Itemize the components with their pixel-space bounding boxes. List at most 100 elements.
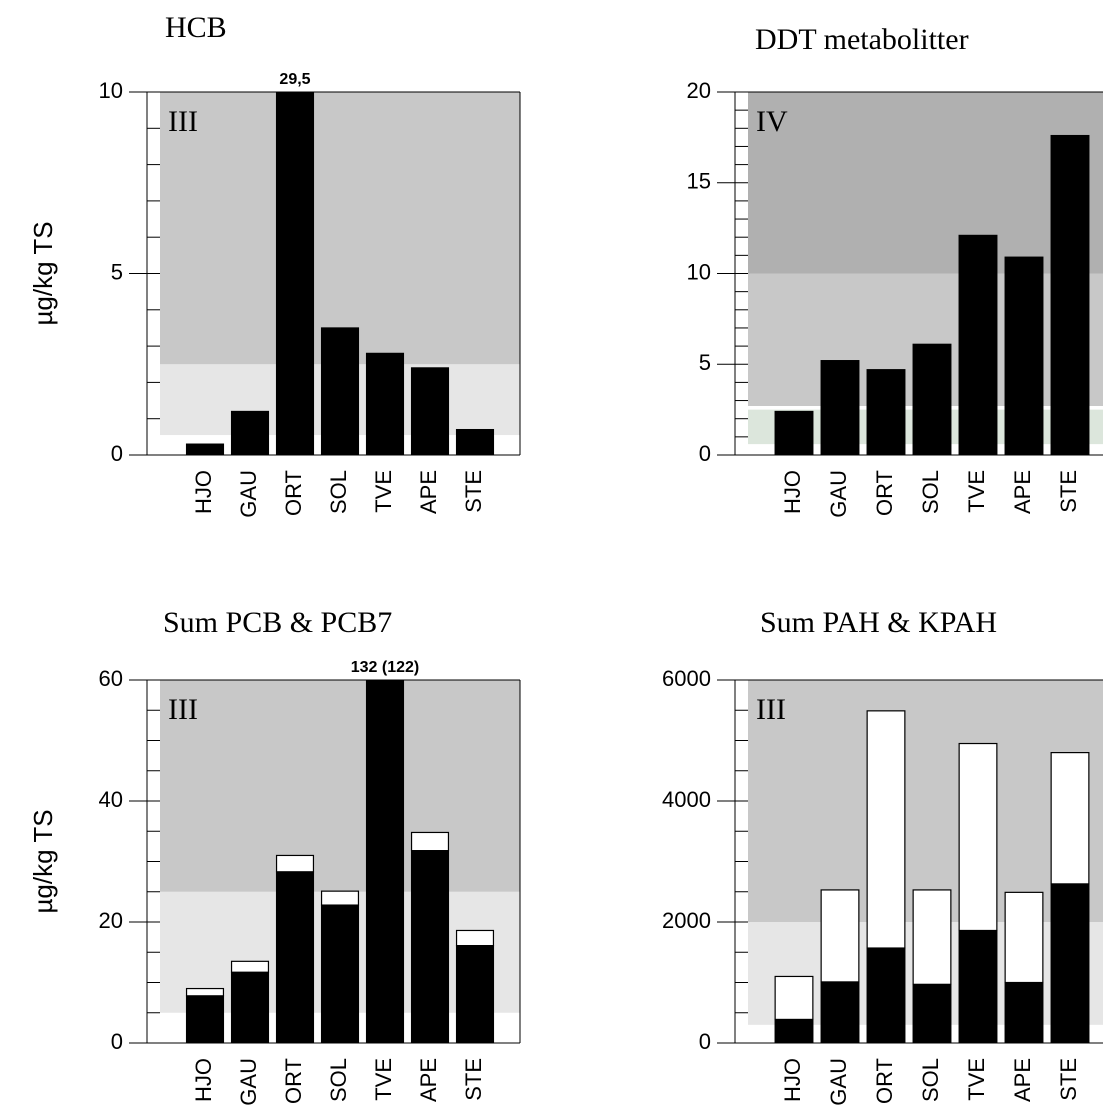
bars [774, 134, 1090, 455]
bar [1050, 883, 1090, 1043]
bar [774, 410, 814, 455]
x-tick-label: HJO [780, 470, 805, 514]
bar [275, 871, 315, 1043]
bar [1004, 981, 1044, 1043]
bar [455, 428, 495, 455]
x-tick-label: ORT [872, 1058, 897, 1104]
bar [820, 360, 860, 455]
bar [275, 854, 315, 873]
value-label: 29,5 [279, 71, 310, 88]
x-tick-label: SOL [326, 1058, 351, 1102]
bars [185, 92, 495, 455]
y-tick-label: 5 [699, 350, 711, 375]
bar [230, 971, 270, 1043]
x-tick-label: STE [461, 1058, 486, 1101]
bar [320, 327, 360, 455]
bar [230, 960, 270, 973]
x-tick-label: TVE [964, 1058, 989, 1101]
y-tick-label: 6000 [662, 666, 711, 691]
x-tick-label: SOL [918, 470, 943, 514]
y-axis-label: µg/kg TS [28, 809, 58, 913]
bar [455, 929, 495, 947]
x-tick-label: HJO [780, 1058, 805, 1102]
bar [410, 831, 450, 852]
x-tick-label: APE [1010, 1058, 1035, 1102]
y-tick-label: 10 [687, 259, 711, 284]
bar [866, 710, 906, 949]
x-tick-label: TVE [964, 470, 989, 513]
bar [912, 889, 952, 985]
bar [774, 1018, 814, 1043]
annotation: 132 (122) [351, 659, 420, 676]
panel: HCB µg/kg TS III 29,5 HJO GAU ORT SOL TVE APE STE 0… [28, 11, 521, 518]
bar [820, 981, 860, 1043]
chart-title: HCB [165, 11, 227, 44]
bar [410, 367, 450, 455]
bar [365, 352, 405, 455]
x-tick-label: HJO [191, 1058, 216, 1102]
bar [1050, 751, 1090, 885]
bar [185, 995, 225, 1043]
bar [320, 890, 360, 906]
chart-title: Sum PAH & KPAH [760, 606, 997, 639]
x-tick-label: SOL [326, 470, 351, 514]
chart-title: Sum PCB & PCB7 [163, 606, 392, 639]
class-label: III [168, 105, 198, 138]
x-tick-label: STE [1056, 1058, 1081, 1101]
bar [410, 850, 450, 1043]
x-tick-label: APE [416, 470, 441, 514]
bars [185, 680, 495, 1043]
bars [774, 710, 1090, 1043]
x-tick-label: ORT [281, 1058, 306, 1104]
bar [958, 742, 998, 932]
class-label: III [756, 693, 786, 726]
class-band [160, 92, 520, 365]
x-tick-label: ORT [872, 470, 897, 516]
y-tick-label: 2000 [662, 908, 711, 933]
bar [866, 369, 906, 455]
y-tick-label: 10 [99, 78, 123, 103]
panel: Sum PAH & KPAH III HJO GAU ORT SOL TVE APE STE 0 2… [662, 606, 1103, 1106]
y-tick-label: 20 [687, 78, 711, 103]
bar [1050, 134, 1090, 455]
y-tick-label: 20 [99, 908, 123, 933]
panel: Sum PCB & PCB7 µg/kg TS III 132 (122) HJO GAU… [28, 606, 521, 1106]
bar [958, 234, 998, 455]
x-tick-label: GAU [826, 1058, 851, 1106]
y-tick-label: 0 [111, 1029, 123, 1054]
bar [820, 889, 860, 983]
x-tick-label: GAU [236, 1058, 261, 1106]
bar [912, 983, 952, 1043]
bar [185, 443, 225, 455]
y-tick-label: 60 [99, 666, 123, 691]
y-tick-label: 5 [111, 259, 123, 284]
chart-title: DDT metabolitter [755, 23, 969, 56]
bar [320, 904, 360, 1043]
bar [866, 947, 906, 1043]
y-tick-label: 4000 [662, 787, 711, 812]
y-tick-label: 0 [699, 1029, 711, 1054]
x-tick-label: ORT [281, 470, 306, 516]
class-label: III [168, 693, 198, 726]
y-axis-label: µg/kg TS [28, 221, 58, 325]
x-tick-label: TVE [371, 1058, 396, 1101]
bar [1004, 891, 1044, 984]
class-band [748, 92, 1103, 274]
bar [958, 929, 998, 1043]
x-tick-label: HJO [191, 470, 216, 514]
x-tick-label: STE [1056, 470, 1081, 513]
bar [455, 944, 495, 1043]
y-tick-label: 0 [699, 441, 711, 466]
class-band [160, 680, 520, 892]
class-label: IV [756, 105, 788, 138]
y-tick-label: 0 [111, 441, 123, 466]
x-tick-label: APE [1010, 470, 1035, 514]
bar [774, 975, 814, 1021]
bar [1004, 256, 1044, 455]
y-tick-label: 40 [99, 787, 123, 812]
bar [230, 410, 270, 455]
bar [185, 987, 225, 997]
x-tick-label: STE [461, 470, 486, 513]
